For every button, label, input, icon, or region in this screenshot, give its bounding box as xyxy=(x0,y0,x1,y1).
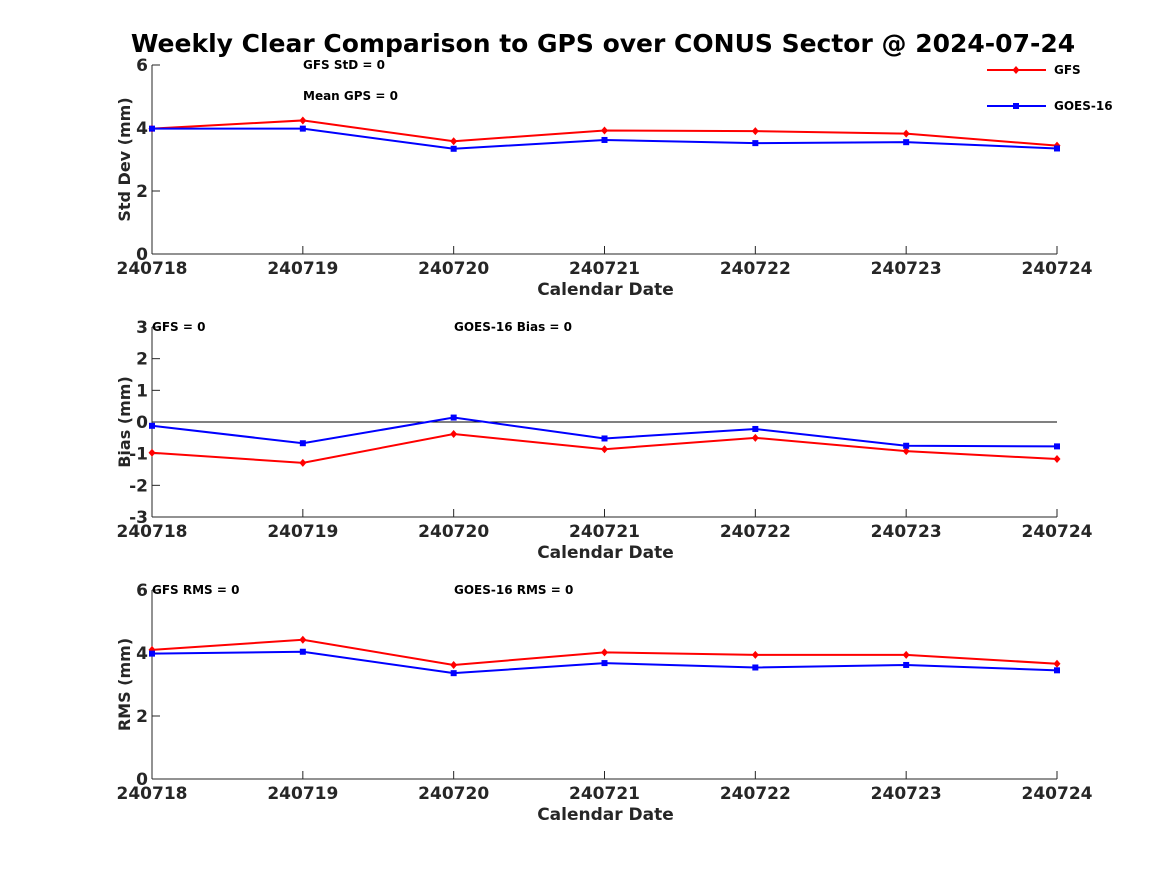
stat-annotation: GFS StD = 0 xyxy=(303,58,385,72)
y-tick-label: 4 xyxy=(136,644,148,664)
x-axis-label: Calendar Date xyxy=(537,280,674,300)
y-tick-label: 4 xyxy=(136,119,148,139)
goes-16-point-marker xyxy=(903,442,910,449)
x-tick-label: 240719 xyxy=(267,784,338,804)
goes-16-point-marker xyxy=(149,125,155,132)
legend-label: GFS xyxy=(1054,63,1081,77)
y-tick-label: 6 xyxy=(136,56,148,76)
y-tick-label: 0 xyxy=(136,413,148,433)
x-tick-label: 240724 xyxy=(1022,259,1093,279)
gfs-point-marker xyxy=(751,433,759,442)
x-axis-label: Calendar Date xyxy=(537,543,674,563)
panel-1: 240718 240719 240720 240721 240722 240723 2407… xyxy=(115,56,1093,300)
gfs-point-marker xyxy=(450,137,458,146)
x-tick-label: 240721 xyxy=(569,259,640,279)
goes-16-point-marker xyxy=(903,139,910,146)
gfs-point-marker xyxy=(751,127,759,136)
goes-16-point-marker xyxy=(149,650,155,657)
y-tick-label: -2 xyxy=(129,476,148,496)
x-tick-label: 240718 xyxy=(117,522,188,542)
stat-annotation: GOES-16 Bias = 0 xyxy=(454,320,572,334)
x-tick-label: 240722 xyxy=(720,259,791,279)
gfs-point-marker xyxy=(450,430,458,439)
panel-3: 240718 240719 240720 240721 240722 240723 2407… xyxy=(115,581,1093,825)
gfs-point-marker xyxy=(450,660,458,669)
y-tick-label: 1 xyxy=(136,381,148,401)
x-tick-label: 240722 xyxy=(720,522,791,542)
x-tick-label: 240719 xyxy=(267,259,338,279)
x-tick-label: 240724 xyxy=(1022,784,1093,804)
y-tick-label: -3 xyxy=(129,508,148,528)
legend-label: GOES-16 xyxy=(1054,99,1113,113)
gfs-point-marker xyxy=(751,650,759,659)
stat-annotation: Mean GPS = 0 xyxy=(303,89,398,103)
gfs-point-marker xyxy=(902,447,910,456)
goes-16-point-marker xyxy=(601,435,608,442)
y-tick-label: -1 xyxy=(129,445,148,465)
gfs-point-marker xyxy=(299,458,307,467)
goes-16-point-marker xyxy=(450,670,457,677)
legend: GFS GOES-16 xyxy=(987,63,1113,113)
x-tick-label: 240723 xyxy=(871,522,942,542)
y-axis-label: Std Dev (mm) xyxy=(115,97,134,221)
goes-16-point-marker xyxy=(903,661,910,668)
gfs-point-marker xyxy=(299,116,307,125)
x-tick-label: 240719 xyxy=(267,522,338,542)
goes-16-point-marker xyxy=(752,425,759,432)
y-tick-label: 2 xyxy=(136,707,148,727)
gfs-point-marker xyxy=(601,648,608,657)
gfs-point-marker xyxy=(601,445,608,454)
x-tick-label: 240718 xyxy=(117,259,188,279)
gfs-point-marker xyxy=(902,650,910,659)
goes-16-point-marker xyxy=(752,664,759,671)
x-tick-label: 240720 xyxy=(418,522,489,542)
gfs-point-marker xyxy=(148,448,156,457)
goes-16-point-marker xyxy=(299,648,306,655)
stat-annotation: GFS RMS = 0 xyxy=(152,583,239,597)
goes-16-point-marker xyxy=(299,440,306,447)
y-tick-label: 6 xyxy=(136,581,148,601)
x-tick-label: 240722 xyxy=(720,784,791,804)
y-tick-label: 3 xyxy=(136,318,148,338)
legend-square-marker xyxy=(1013,103,1019,109)
gfs-point-marker xyxy=(299,635,307,644)
x-tick-label: 240718 xyxy=(117,784,188,804)
gfs-point-marker xyxy=(1053,659,1061,668)
goes-16-point-marker xyxy=(1054,443,1060,450)
stat-annotation: GFS = 0 xyxy=(152,320,205,334)
stat-annotation: GOES-16 RMS = 0 xyxy=(454,583,573,597)
x-tick-label: 240723 xyxy=(871,259,942,279)
y-tick-label: 0 xyxy=(136,245,148,265)
y-tick-label: 0 xyxy=(136,770,148,790)
chart-title: Weekly Clear Comparison to GPS over CONU… xyxy=(131,29,1075,58)
x-tick-label: 240723 xyxy=(871,784,942,804)
goes-16-point-marker xyxy=(601,136,608,143)
legend-diamond-marker xyxy=(1012,66,1020,74)
gfs-point-marker xyxy=(1053,455,1061,464)
x-tick-label: 240721 xyxy=(569,784,640,804)
panel-2: 240718 240719 240720 240721 240722 240723 2407… xyxy=(115,318,1093,563)
goes-16-point-marker xyxy=(450,145,457,152)
goes-16-point-marker xyxy=(299,125,306,132)
goes-16-point-marker xyxy=(1054,667,1060,674)
goes-16-point-marker xyxy=(752,140,759,147)
x-axis-label: Calendar Date xyxy=(537,805,674,825)
y-axis-label: RMS (mm) xyxy=(115,638,134,731)
y-tick-label: 2 xyxy=(136,350,148,370)
x-tick-label: 240720 xyxy=(418,259,489,279)
y-axis-label: Bias (mm) xyxy=(115,376,134,468)
gfs-point-marker xyxy=(601,126,608,135)
x-tick-label: 240720 xyxy=(418,784,489,804)
goes-16-point-marker xyxy=(149,422,155,429)
x-tick-label: 240724 xyxy=(1022,522,1093,542)
goes-16-point-marker xyxy=(450,414,457,421)
x-tick-label: 240721 xyxy=(569,522,640,542)
y-tick-label: 2 xyxy=(136,182,148,202)
goes-16-point-marker xyxy=(1054,145,1060,152)
gfs-point-marker xyxy=(902,129,910,138)
goes-16-point-marker xyxy=(601,660,608,667)
